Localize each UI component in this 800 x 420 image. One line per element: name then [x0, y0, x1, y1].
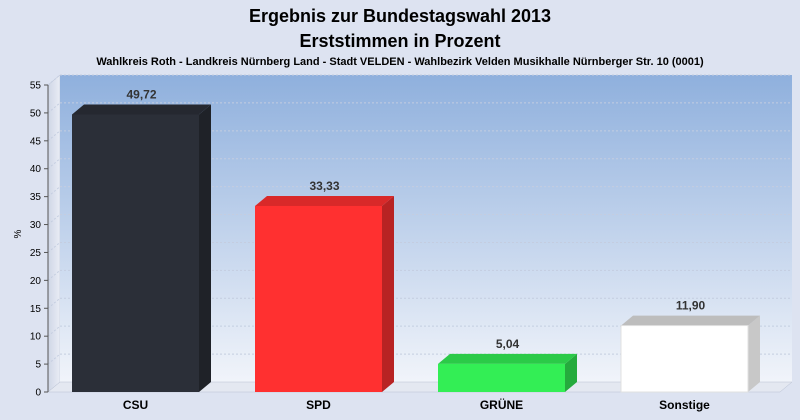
bar-grüne [438, 353, 577, 392]
bar-front [72, 114, 199, 393]
y-tick-label: 0 [35, 388, 41, 399]
bars [72, 104, 760, 393]
gridline-wall [47, 353, 61, 365]
y-tick-label: 35 [30, 192, 42, 203]
bar-labels: 49,72 CSU 33,33 SPD 5,04 GRÜNE 11,90 Sonstige [123, 87, 710, 412]
y-tick-label: 10 [30, 332, 42, 343]
bar-top [255, 195, 394, 206]
value-label: 33,33 [309, 179, 339, 193]
y-tick-label: 40 [30, 164, 42, 175]
gridline-wall [47, 74, 61, 86]
value-label: 11,90 [676, 299, 706, 313]
gridline-wall [47, 269, 61, 281]
y-tick-label: 55 [30, 81, 42, 92]
category-label: Sonstige [659, 398, 710, 412]
gridline-wall [47, 130, 61, 142]
y-tick-label: 50 [30, 108, 42, 119]
bar-side [199, 104, 211, 393]
bar-front [255, 205, 382, 392]
y-tick-label: 5 [35, 360, 41, 371]
bar-front [438, 363, 565, 392]
chart-subtitle: Erststimmen in Prozent [299, 31, 500, 51]
y-tick-label: 30 [30, 220, 42, 231]
gridline-wall [47, 242, 61, 253]
y-tick-label: 20 [30, 276, 42, 287]
category-label: SPD [306, 398, 331, 412]
bar-side [382, 195, 394, 392]
y-tick-label: 25 [30, 248, 42, 259]
value-label: 5,04 [496, 337, 520, 351]
bar-front [620, 325, 749, 393]
bar-csu [72, 104, 211, 393]
gridline-wall [47, 325, 61, 337]
chart-title: Ergebnis zur Bundestagswahl 2013 [249, 6, 551, 26]
bar-top [438, 353, 577, 364]
category-label: GRÜNE [480, 397, 523, 412]
gridline-wall [47, 158, 61, 170]
gridline-wall [47, 297, 61, 309]
chart-caption: Wahlkreis Roth - Landkreis Nürnberg Land… [96, 56, 704, 68]
gridline-wall [47, 102, 61, 114]
bar-side [565, 353, 577, 392]
y-axis: 0 5 10 15 20 25 30 35 40 45 50 55 [30, 81, 49, 399]
bar-spd [255, 195, 394, 392]
bar-top [72, 104, 211, 115]
value-label: 49,72 [126, 87, 156, 101]
bar-side [748, 315, 760, 392]
y-axis-label: % [13, 229, 24, 238]
y-tick-label: 15 [30, 304, 42, 315]
gridline-wall [47, 214, 61, 225]
category-label: CSU [123, 398, 148, 412]
bar-sonstige [620, 315, 760, 393]
y-tick-label: 45 [30, 136, 42, 147]
plot-left-wall [47, 74, 61, 393]
bar-top [621, 315, 760, 326]
gridline-wall [47, 186, 61, 198]
